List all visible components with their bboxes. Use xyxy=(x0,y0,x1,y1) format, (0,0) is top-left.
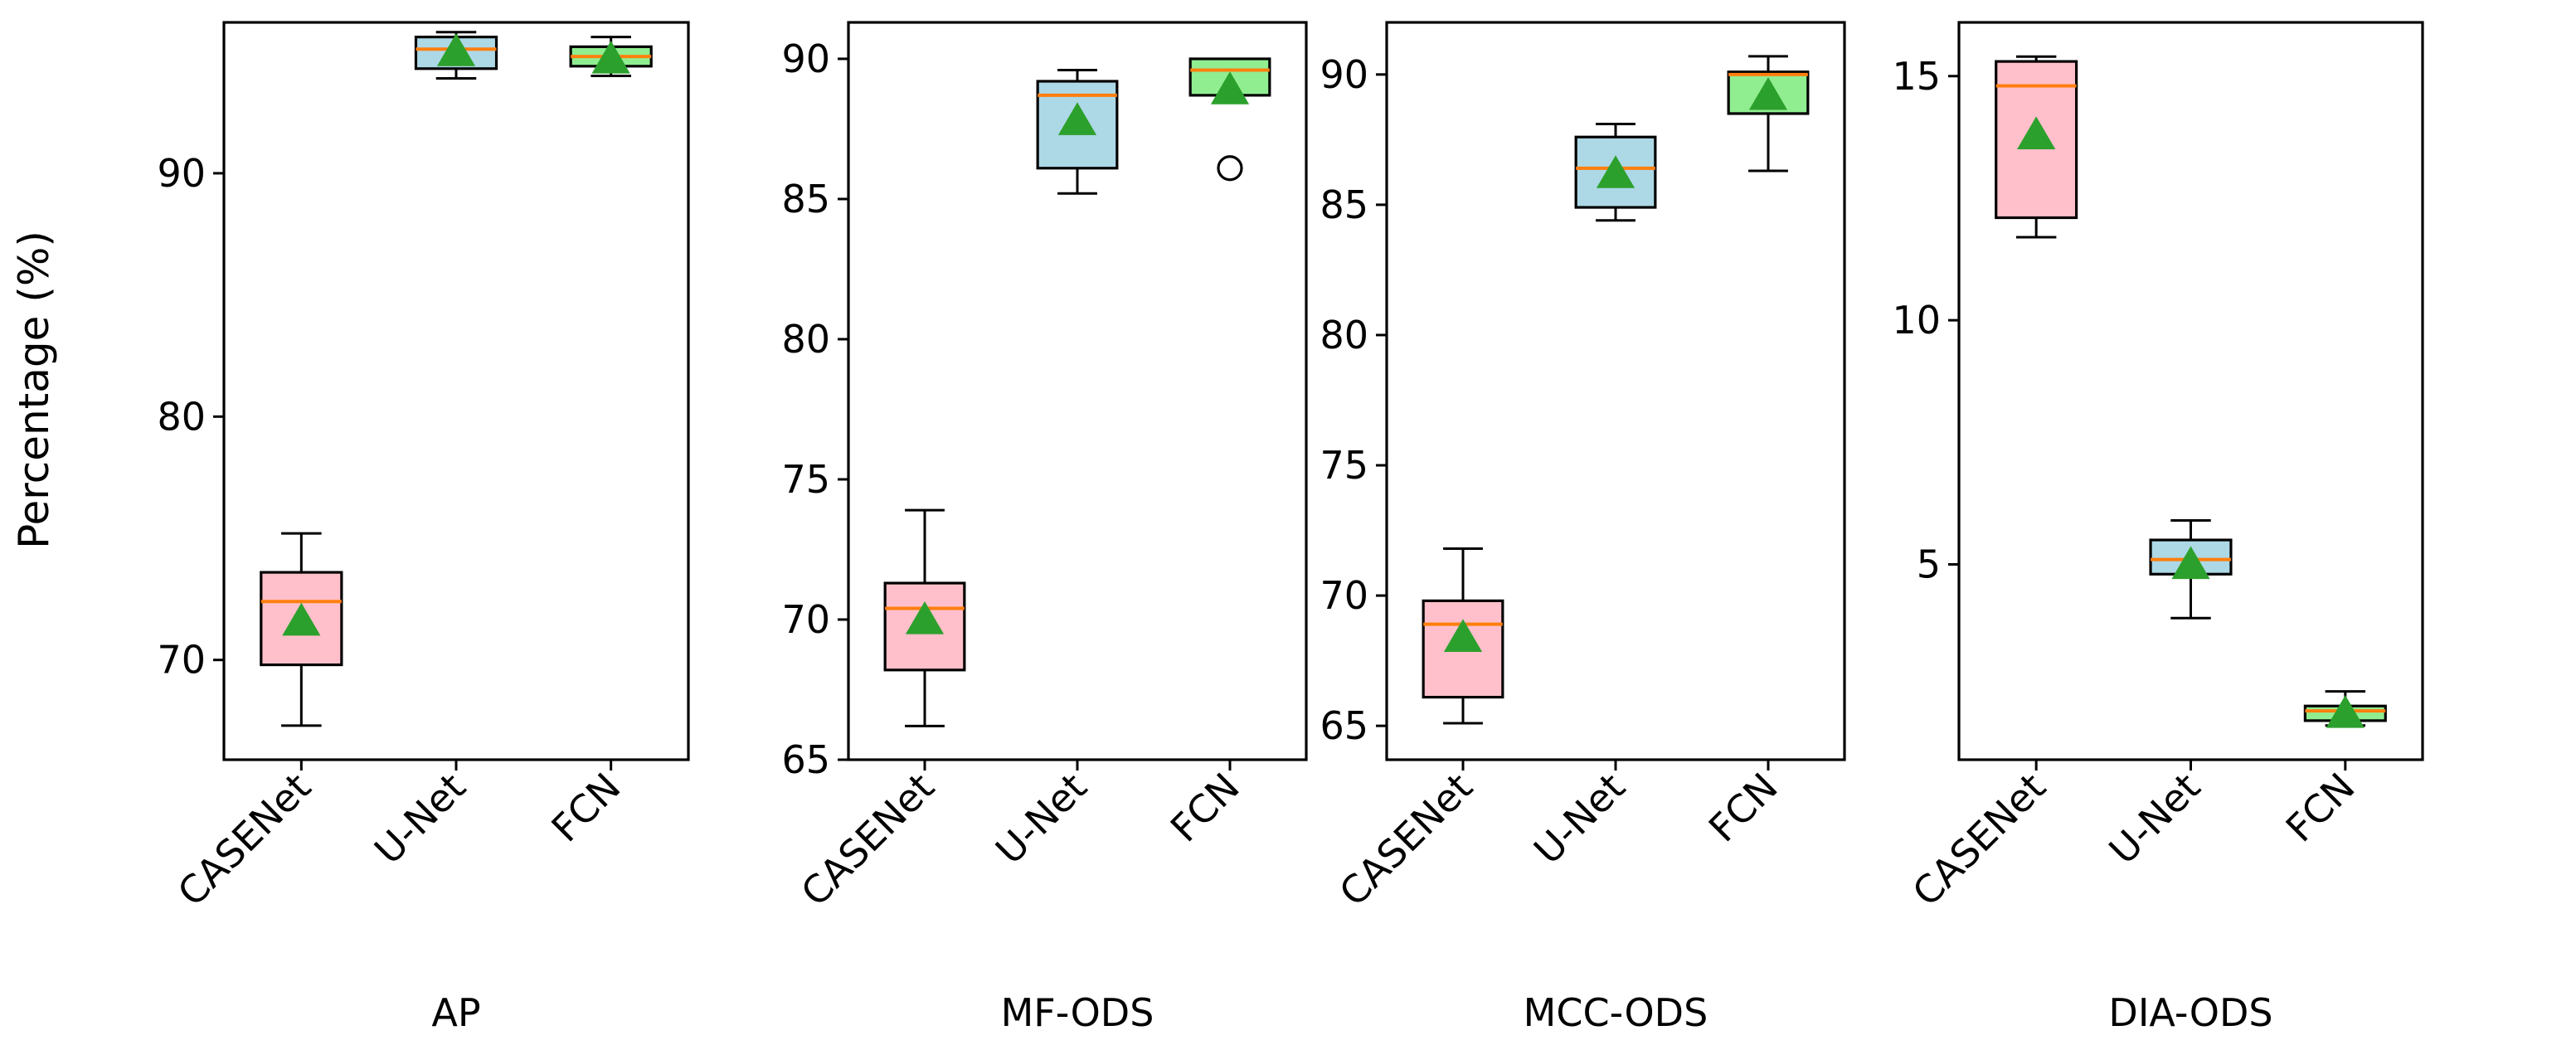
mean-marker xyxy=(2017,116,2056,150)
x-tick-label: U-Net xyxy=(987,765,1096,873)
box-fcn xyxy=(2303,690,2387,728)
y-tick-label: 90 xyxy=(781,36,830,81)
y-tick-label: 70 xyxy=(1320,573,1368,618)
x-tick-label: U-Net xyxy=(366,765,474,873)
mean-marker xyxy=(1596,155,1636,188)
panels: 70 80 90 CASENet U-Net FCN AP 65 70 75 80 85 90 CASEN… xyxy=(157,21,2424,1035)
y-tick-label: 70 xyxy=(157,638,206,683)
box-u-net xyxy=(1036,68,1119,195)
iqr-box xyxy=(883,581,966,672)
x-tick-label: U-Net xyxy=(1525,765,1634,873)
x-tick-label: FCN xyxy=(2277,765,2364,851)
y-tick-label: 10 xyxy=(1892,298,1941,343)
panel-mf-ods: 65 70 75 80 85 90 CASENet U-Net FCN MF-ODS xyxy=(781,21,1308,1035)
y-axis-label: Percentage (%) xyxy=(10,231,58,549)
y-tick-label: 80 xyxy=(1320,313,1368,357)
panel-xlabel: MF-ODS xyxy=(1001,990,1154,1035)
box-casenet xyxy=(1995,55,2078,239)
outlier-point xyxy=(1217,155,1243,182)
panel-xlabel: MCC-ODS xyxy=(1524,990,1708,1035)
y-tick-label: 65 xyxy=(1320,703,1368,748)
y-tick-label: 90 xyxy=(157,151,206,196)
y-tick-label: 75 xyxy=(1320,443,1368,488)
mean-marker xyxy=(282,602,321,636)
mean-marker xyxy=(1210,71,1250,105)
mean-marker xyxy=(1057,102,1097,135)
mean-marker xyxy=(1443,619,1483,652)
box-fcn xyxy=(1727,55,1810,173)
box-u-net xyxy=(1574,123,1657,222)
y-tick-label: 70 xyxy=(781,597,830,642)
x-tick-label: FCN xyxy=(1162,765,1248,851)
x-tick-label: FCN xyxy=(1700,765,1786,851)
y-tick-label: 85 xyxy=(1320,182,1368,227)
mean-marker xyxy=(436,33,476,66)
panel-xlabel: AP xyxy=(431,990,480,1035)
panel-xlabel: DIA-ODS xyxy=(2108,990,2272,1035)
x-tick-label: CASENet xyxy=(169,765,319,915)
x-tick-label: CASENet xyxy=(1903,765,2054,915)
mean-marker xyxy=(1748,76,1788,110)
x-tick-label: CASENet xyxy=(792,765,942,915)
mean-marker xyxy=(2171,546,2210,580)
y-tick-label: 5 xyxy=(1917,542,1941,587)
mean-marker xyxy=(591,41,630,74)
box-u-net xyxy=(2149,519,2233,620)
mean-marker xyxy=(2326,695,2365,728)
y-tick-label: 15 xyxy=(1892,54,1941,99)
y-tick-label: 75 xyxy=(781,457,830,502)
x-tick-label: FCN xyxy=(543,765,629,851)
mean-marker xyxy=(905,600,945,634)
panel-ap: 70 80 90 CASENet U-Net FCN AP xyxy=(157,21,690,1035)
box-casenet xyxy=(883,508,966,727)
box-fcn xyxy=(1188,57,1271,182)
box-fcn xyxy=(569,36,653,78)
y-tick-label: 65 xyxy=(781,737,830,782)
y-tick-label: 80 xyxy=(781,317,830,362)
box-casenet xyxy=(1422,547,1504,725)
y-tick-label: 90 xyxy=(1320,52,1368,97)
x-tick-label: CASENet xyxy=(1330,765,1480,915)
x-tick-label: U-Net xyxy=(2100,765,2209,873)
panel-dia-ods: 5 10 15 CASENet U-Net FCN DIA-ODS xyxy=(1892,21,2424,1035)
y-tick-label: 80 xyxy=(157,394,206,439)
panel-mcc-ods: 65 70 75 80 85 90 CASENet U-Net FCN MCC-ODS xyxy=(1320,21,1846,1035)
box-casenet xyxy=(260,532,343,727)
y-tick-label: 85 xyxy=(781,177,830,221)
box-u-net xyxy=(414,31,498,80)
